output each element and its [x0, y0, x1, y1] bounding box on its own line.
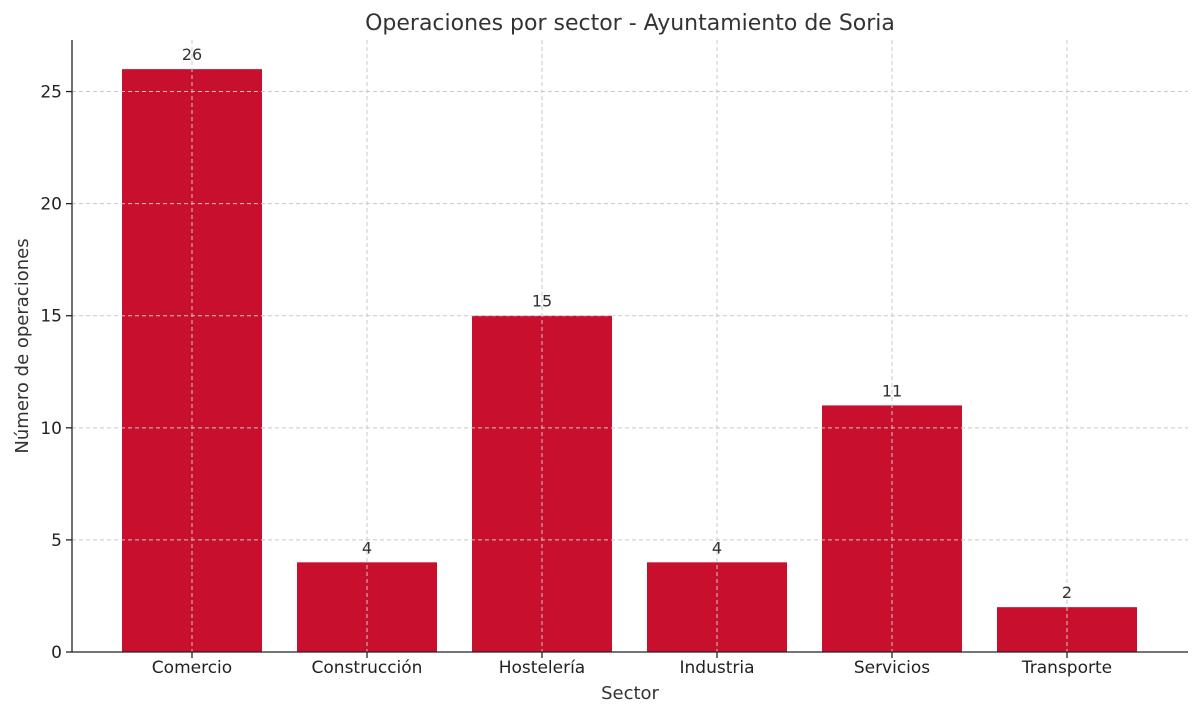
chart-title: Operaciones por sector - Ayuntamiento de… — [365, 11, 895, 36]
tick-labels: 0 5 10 15 20 25 Comercio Construcción Hostelería… — [40, 83, 1112, 678]
x-tick-label-1: Construcción — [312, 658, 423, 678]
x-tick-label-0: Comercio — [152, 658, 232, 678]
data-labels: 26 4 15 4 11 2 — [182, 45, 1072, 602]
x-tick-label-3: Industria — [679, 658, 754, 678]
x-tick-label-5: Transporte — [1021, 658, 1112, 678]
bars — [122, 69, 1137, 652]
x-tick-label-4: Servicios — [854, 658, 930, 678]
y-tick-label-2: 10 — [40, 419, 62, 439]
y-tick-label-3: 15 — [40, 307, 62, 327]
data-label-2: 15 — [532, 292, 552, 311]
data-label-0: 26 — [182, 45, 202, 64]
bar-0 — [122, 69, 262, 652]
y-tick-label-1: 5 — [51, 531, 62, 551]
data-label-3: 4 — [712, 538, 722, 557]
data-label-5: 2 — [1062, 583, 1072, 602]
axes — [71, 40, 1188, 653]
y-tick-label-4: 20 — [40, 195, 62, 215]
y-axis-label: Número de operaciones — [12, 238, 33, 453]
x-tick-label-2: Hostelería — [499, 658, 585, 678]
data-label-4: 11 — [882, 381, 902, 400]
x-axis-label: Sector — [601, 683, 659, 704]
y-tick-label-5: 25 — [40, 83, 62, 103]
data-label-1: 4 — [362, 538, 372, 557]
y-tick-label-0: 0 — [51, 643, 62, 663]
